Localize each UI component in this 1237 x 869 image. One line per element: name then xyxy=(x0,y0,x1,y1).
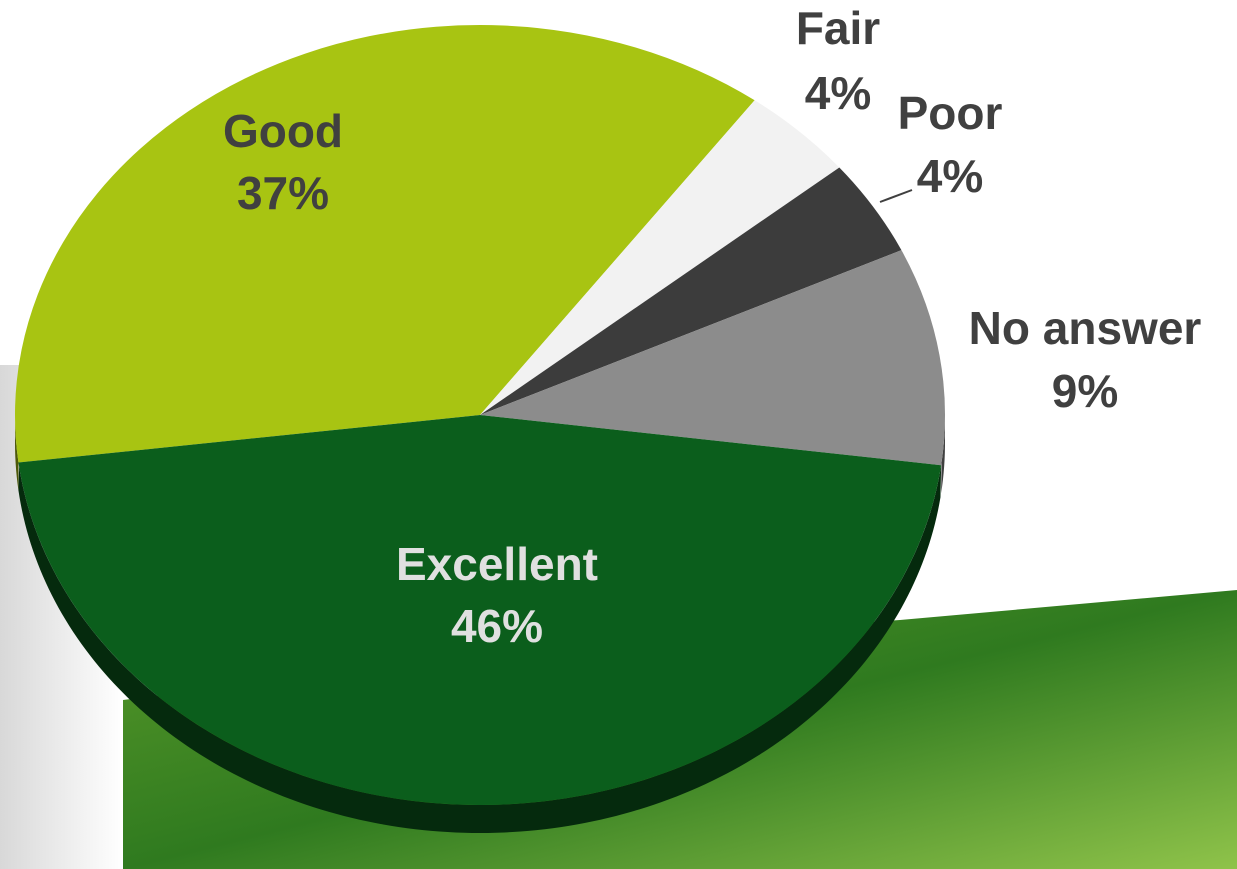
pie-slice xyxy=(480,250,945,466)
pie-side xyxy=(15,408,19,491)
pie-slice xyxy=(18,415,942,805)
slice-label-name: No answer xyxy=(969,302,1202,354)
pie xyxy=(14,24,945,833)
slice-label-name: Good xyxy=(223,105,343,157)
slice-label-name: Fair xyxy=(796,2,880,54)
slice-label-value: 4% xyxy=(805,67,871,119)
pie-slice xyxy=(480,167,902,415)
leader-line xyxy=(879,189,913,203)
slice-label-value: 46% xyxy=(451,600,543,652)
pie-slice xyxy=(14,24,755,463)
slice-label-value: 9% xyxy=(1052,365,1118,417)
slice-label-value: 4% xyxy=(917,150,983,202)
slice-label-name: Poor xyxy=(898,87,1003,139)
slice-label-value: 37% xyxy=(237,167,329,219)
slice-label-name: Excellent xyxy=(396,538,598,590)
pie-side xyxy=(941,415,945,494)
pie-slice xyxy=(480,100,840,416)
